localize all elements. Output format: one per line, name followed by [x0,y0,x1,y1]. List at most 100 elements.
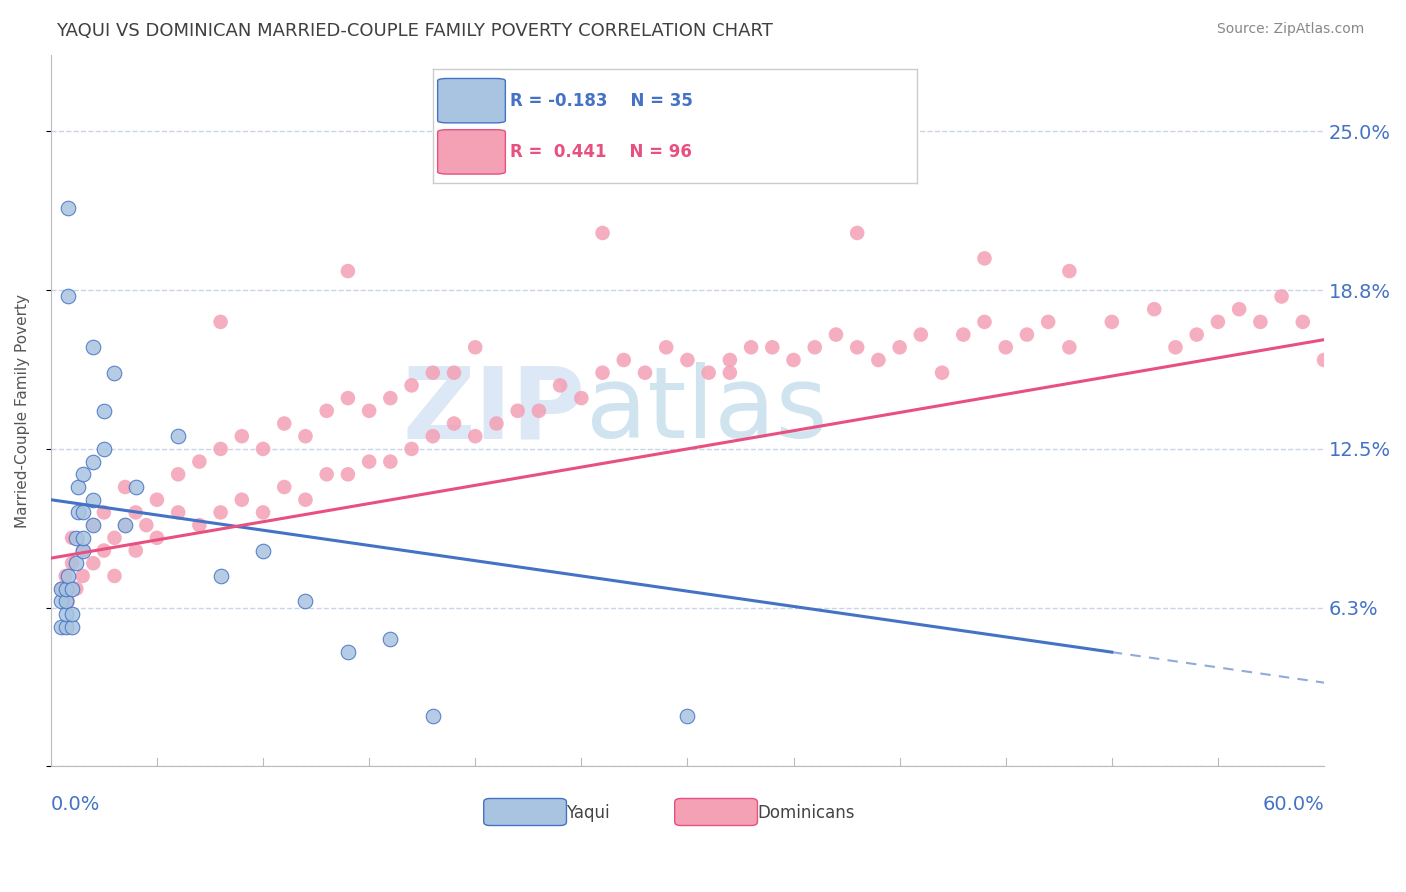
Point [973,315,995,329]
Point [209,442,232,456]
Point [613,353,636,368]
Point [67,505,90,519]
Point [82,340,104,354]
Point [188,518,211,533]
Point [65,582,87,596]
Point [825,327,848,342]
Text: ZIP: ZIP [402,362,585,459]
Point [782,353,804,368]
Point [803,340,825,354]
Point [125,505,148,519]
Point [1059,264,1081,278]
Point [527,404,550,418]
Point [72,531,94,545]
Point [55,569,77,583]
Point [273,417,295,431]
Point [359,455,381,469]
Point [1206,315,1229,329]
Point [294,594,316,608]
Point [72,543,94,558]
Point [60,582,83,596]
Point [231,429,253,443]
Point [188,455,211,469]
Point [252,543,274,558]
Point [167,429,190,443]
Point [718,366,741,380]
Point [93,404,115,418]
Point [60,556,83,570]
Point [209,315,232,329]
Text: atlas: atlas [585,362,827,459]
Point [67,480,90,494]
Point [93,505,115,519]
Point [380,455,402,469]
Point [56,594,79,608]
Point [51,620,73,634]
Point [103,366,125,380]
Point [952,327,974,342]
Point [55,594,77,608]
Point [82,455,104,469]
Point [146,492,169,507]
Point [65,531,87,545]
Point [103,569,125,583]
Point [464,429,486,443]
Point [718,353,741,368]
Point [65,556,87,570]
Point [443,366,465,380]
Point [1015,327,1038,342]
Point [60,620,83,634]
Point [55,607,77,621]
Point [380,391,402,405]
Point [167,505,190,519]
Point [422,429,444,443]
Point [56,569,79,583]
Point [1313,353,1336,368]
Point [336,467,359,482]
Point [231,492,253,507]
Point [1036,315,1059,329]
Point [592,226,614,240]
Point [401,378,423,392]
Point [72,467,94,482]
Point [56,289,79,303]
Point [72,543,94,558]
Point [676,708,699,723]
Point [135,518,157,533]
Point [125,543,148,558]
Point [103,531,125,545]
Point [51,582,73,596]
Point [315,404,337,418]
Point [1143,302,1166,317]
Point [655,340,678,354]
Text: 60.0%: 60.0% [1263,795,1324,814]
Point [167,467,190,482]
Point [931,366,953,380]
Point [114,480,136,494]
Point [422,366,444,380]
Point [336,264,359,278]
Point [485,417,508,431]
Y-axis label: Married-Couple Family Poverty: Married-Couple Family Poverty [15,293,30,528]
Point [592,366,614,380]
FancyBboxPatch shape [675,798,758,825]
Point [548,378,571,392]
Point [72,505,94,519]
Point [422,708,444,723]
Point [506,404,529,418]
Point [294,492,316,507]
Point [910,327,932,342]
Point [51,594,73,608]
Point [569,391,592,405]
Point [252,505,274,519]
Point [1185,327,1208,342]
Point [273,480,295,494]
Point [973,252,995,266]
Point [82,518,104,533]
Point [60,531,83,545]
Point [51,582,73,596]
Point [740,340,762,354]
Point [1164,340,1187,354]
Point [146,531,169,545]
Point [697,366,720,380]
